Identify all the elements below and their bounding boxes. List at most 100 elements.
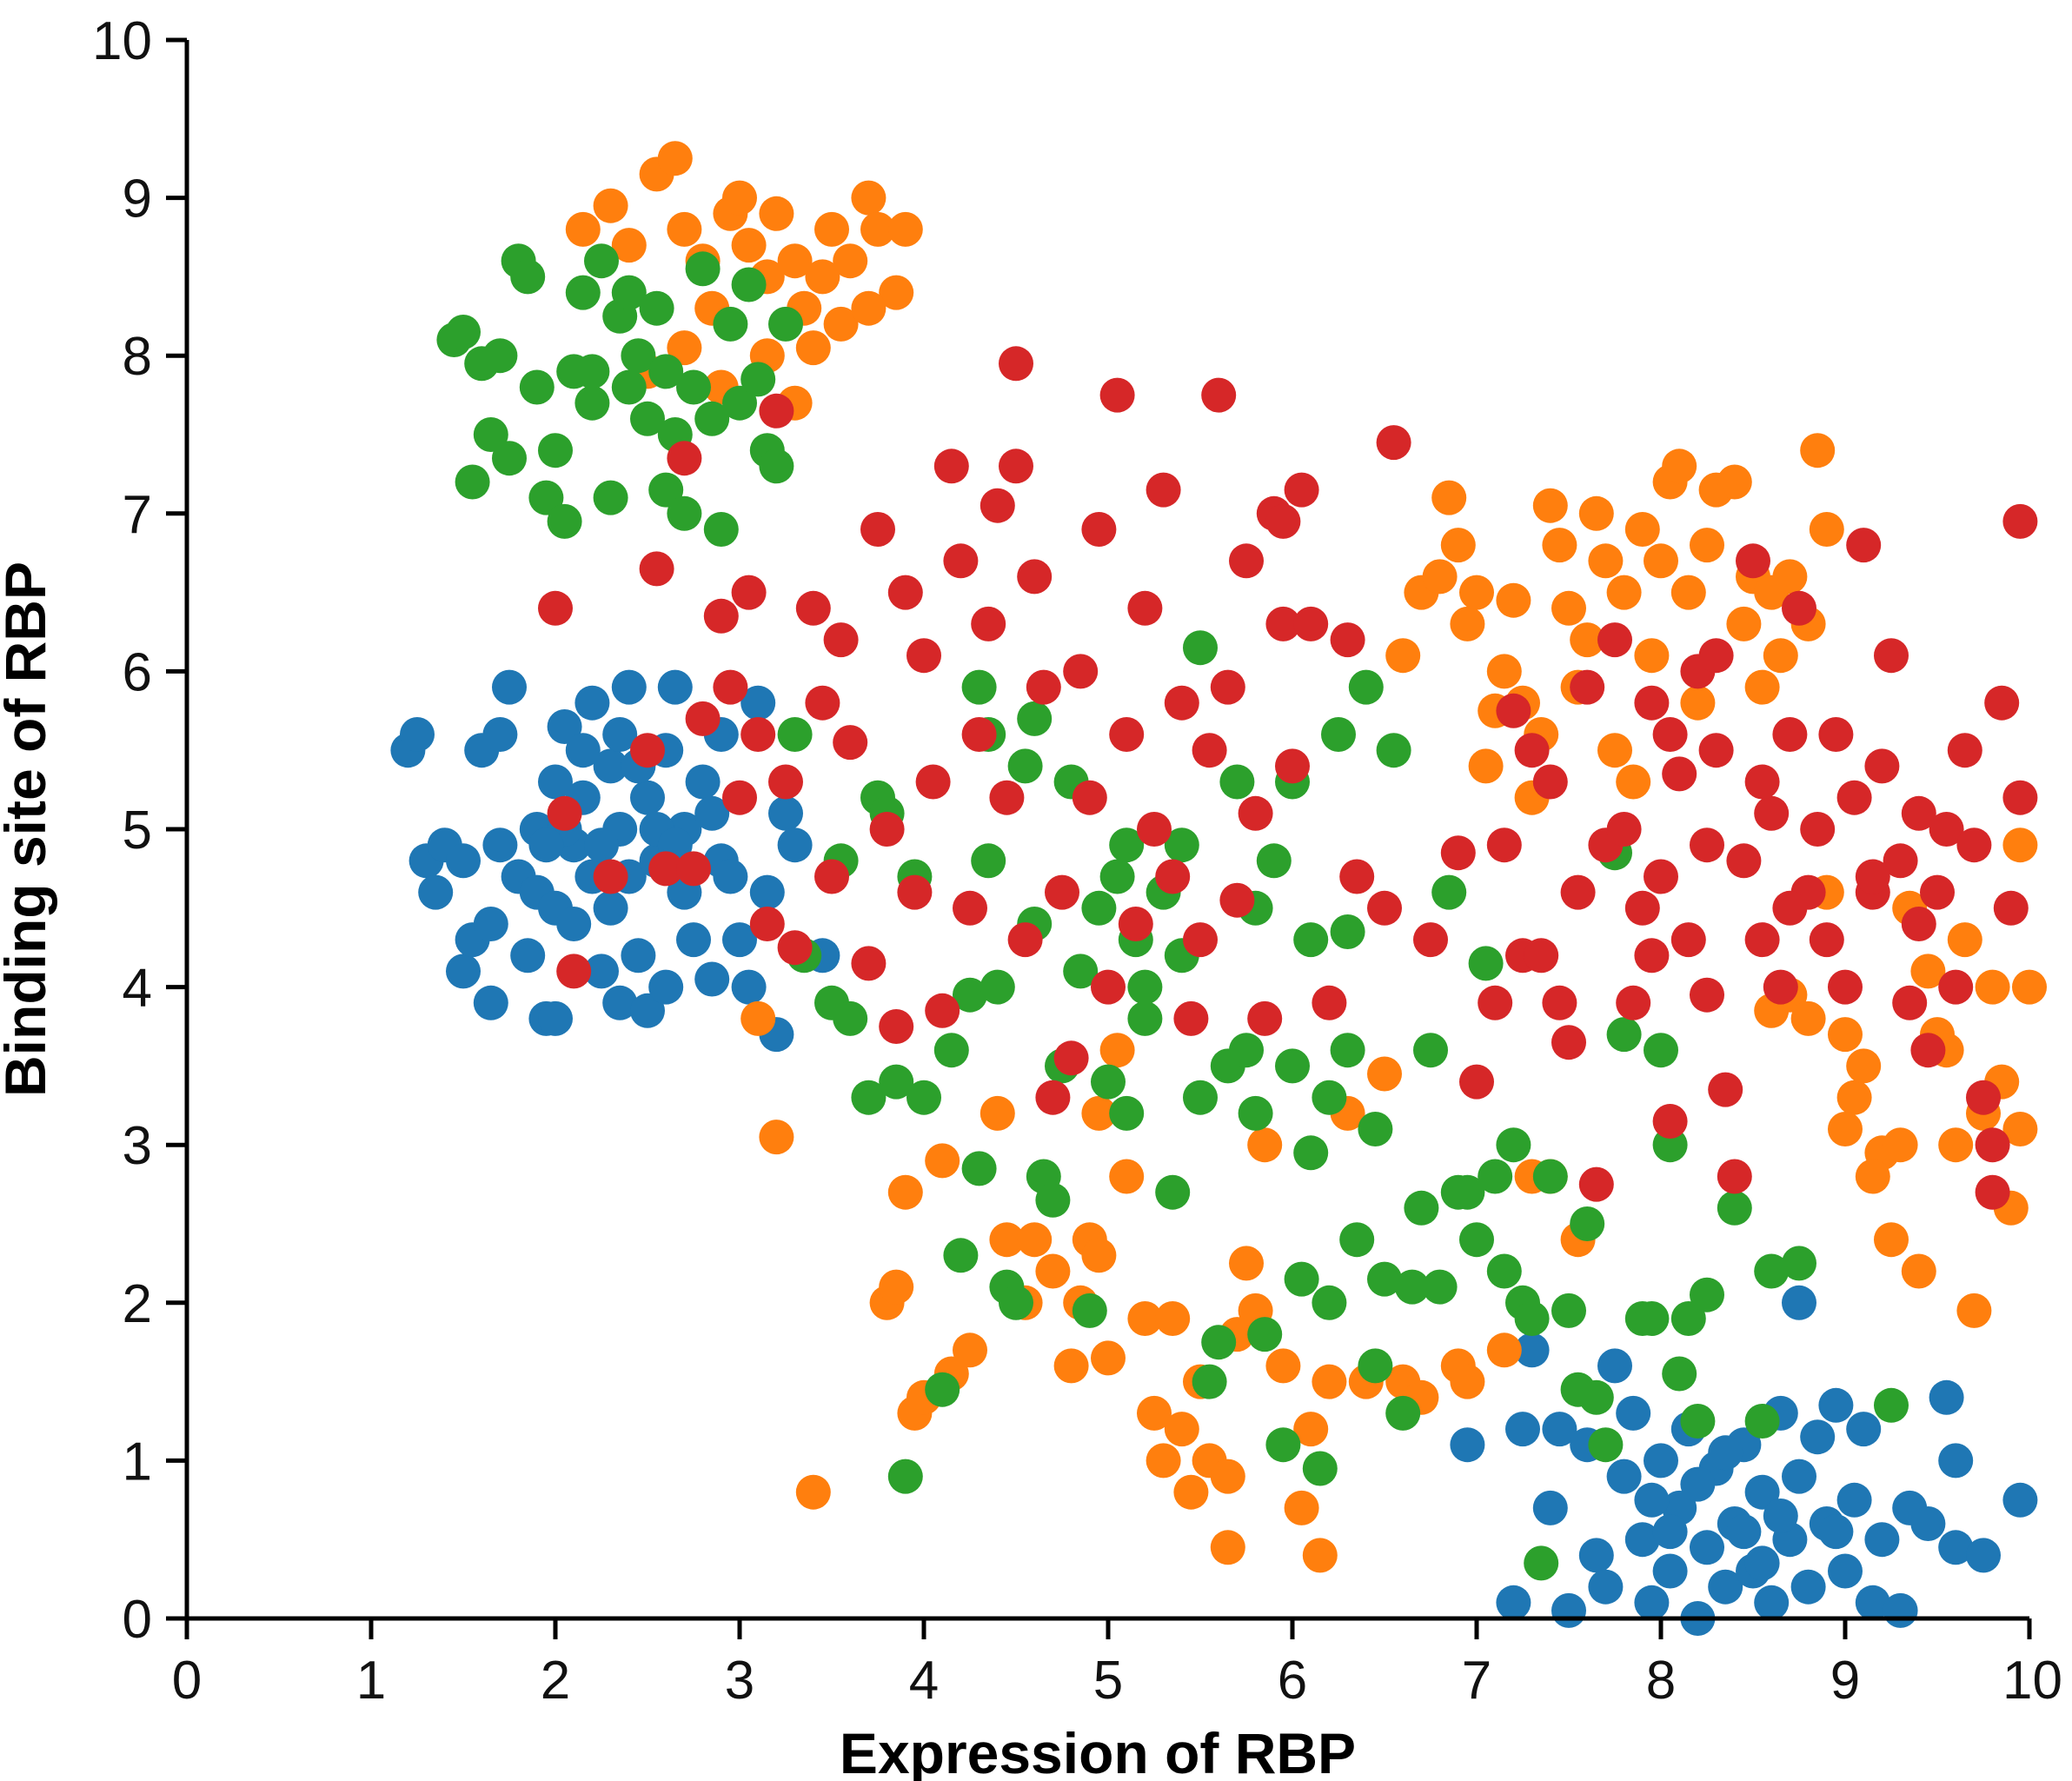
scatter-point-1-133 <box>1846 1048 1882 1084</box>
scatter-point-3-98 <box>1616 985 1651 1020</box>
scatter-point-2-95 <box>1339 1222 1375 1258</box>
scatter-point-1-121 <box>1800 433 1836 469</box>
scatter-point-3-145 <box>1652 717 1688 752</box>
scatter-point-0-115 <box>1450 1427 1485 1463</box>
scatter-point-0-69 <box>1514 1332 1550 1368</box>
scatter-point-3-23 <box>833 725 868 761</box>
scatter-point-3-28 <box>887 575 923 610</box>
scatter-point-2-36 <box>768 306 803 342</box>
scatter-point-2-115 <box>1524 1545 1559 1581</box>
scatter-point-1-110 <box>1680 685 1716 721</box>
scatter-point-2-9 <box>519 369 555 405</box>
scatter-point-0-66 <box>713 859 748 894</box>
scatter-point-0-11 <box>482 717 518 752</box>
scatter-point-3-108 <box>1708 1072 1743 1107</box>
scatter-point-2-86 <box>1256 843 1292 879</box>
scatter-point-3-125 <box>1864 748 1900 784</box>
scatter-point-1-76 <box>1450 1364 1485 1399</box>
scatter-point-1-64 <box>1247 1127 1283 1163</box>
scatter-point-2-101 <box>1394 1269 1430 1305</box>
scatter-point-3-122 <box>1836 780 1872 815</box>
x-tick-label-8: 8 <box>1646 1651 1676 1711</box>
y-tick-label-3: 3 <box>123 1116 152 1176</box>
scatter-point-3-83 <box>1478 985 1513 1020</box>
scatter-point-0-35 <box>621 938 656 974</box>
scatter-point-2-76 <box>1155 1174 1191 1210</box>
scatter-point-1-35 <box>887 1174 923 1210</box>
scatter-point-0-31 <box>602 985 638 1020</box>
scatter-point-3-74 <box>1339 859 1375 894</box>
scatter-point-3-87 <box>1514 733 1550 768</box>
scatter-point-1-50 <box>1091 1340 1126 1376</box>
scatter-point-1-87 <box>1468 748 1504 784</box>
scatter-point-2-129 <box>1670 1301 1706 1336</box>
scatter-point-3-20 <box>805 685 840 721</box>
scatter-point-0-93 <box>1754 1585 1790 1620</box>
scatter-point-0-29 <box>593 890 628 926</box>
scatter-point-3-32 <box>925 993 960 1028</box>
scatter-point-3-49 <box>1081 512 1117 547</box>
scatter-point-3-17 <box>768 764 803 800</box>
scatter-point-3-47 <box>1063 654 1099 689</box>
scatter-point-2-60 <box>999 1285 1033 1320</box>
scatter-point-3-8 <box>676 851 711 887</box>
scatter-point-3-29 <box>897 874 933 910</box>
scatter-point-3-12 <box>722 780 757 815</box>
scatter-point-0-40 <box>648 969 684 1005</box>
scatter-point-3-93 <box>1570 669 1605 705</box>
scatter-point-2-125 <box>1634 1301 1670 1336</box>
scatter-point-2-11 <box>538 433 573 469</box>
scatter-point-1-90 <box>1496 582 1531 618</box>
scatter-point-3-7 <box>667 441 702 476</box>
scatter-point-1-105 <box>1634 638 1670 674</box>
scatter-point-3-72 <box>1293 606 1329 641</box>
scatter-point-1-42 <box>989 1222 1025 1258</box>
scatter-point-2-30 <box>713 306 748 342</box>
scatter-point-2-37 <box>574 354 610 389</box>
scatter-point-3-112 <box>1744 922 1780 958</box>
scatter-point-1-5 <box>667 211 702 247</box>
scatter-point-2-85 <box>1247 1317 1283 1352</box>
scatter-point-2-88 <box>1275 1048 1310 1084</box>
scatter-point-1-45 <box>1035 1253 1071 1289</box>
scatter-point-0-118 <box>1763 1499 1798 1533</box>
scatter-point-1-66 <box>1284 1490 1319 1525</box>
scatter-point-3-119 <box>1809 922 1844 958</box>
scatter-point-1-17 <box>823 306 859 342</box>
scatter-point-2-98 <box>1367 1261 1402 1297</box>
scatter-point-1-104 <box>1624 512 1660 547</box>
scatter-point-2-19 <box>611 369 647 405</box>
scatter-point-2-48 <box>879 1064 914 1100</box>
y-tick-label-6: 6 <box>123 642 152 702</box>
scatter-point-1-96 <box>1551 590 1586 626</box>
scatter-point-1-142 <box>1938 1127 1974 1163</box>
scatter-point-1-12 <box>759 196 794 231</box>
scatter-point-3-141 <box>2002 503 2038 539</box>
scatter-point-3-133 <box>1938 969 1974 1005</box>
scatter-point-3-53 <box>1118 907 1153 941</box>
scatter-point-3-79 <box>1459 1064 1494 1100</box>
scatter-point-1-72 <box>1367 1056 1402 1092</box>
scatter-point-3-64 <box>1219 882 1255 918</box>
scatter-point-3-84 <box>1486 827 1522 863</box>
scatter-point-2-94 <box>1330 1033 1365 1068</box>
scatter-point-3-121 <box>1828 969 1863 1005</box>
scatter-point-3-36 <box>961 717 997 752</box>
scatter-point-2-89 <box>1284 1261 1319 1297</box>
scatter-point-3-131 <box>1920 874 1955 910</box>
scatter-point-2-87 <box>1265 1427 1301 1463</box>
scatter-point-1-65 <box>1265 1348 1301 1384</box>
scatter-point-3-40 <box>999 449 1033 484</box>
scatter-point-3-78 <box>1440 835 1476 871</box>
scatter-point-2-110 <box>1478 1159 1513 1194</box>
scatter-point-3-97 <box>1606 812 1642 847</box>
scatter-point-3-58 <box>1164 685 1199 721</box>
scatter-point-1-22 <box>887 211 923 247</box>
scatter-point-3-109 <box>1717 1159 1752 1194</box>
scatter-point-1-149 <box>2002 1112 2038 1146</box>
scatter-point-2-126 <box>1644 1033 1678 1068</box>
scatter-point-3-2 <box>556 954 592 989</box>
scatter-point-1-146 <box>1975 969 2010 1005</box>
scatter-point-3-73 <box>1312 985 1347 1020</box>
scatter-point-1-51 <box>1099 1033 1135 1068</box>
